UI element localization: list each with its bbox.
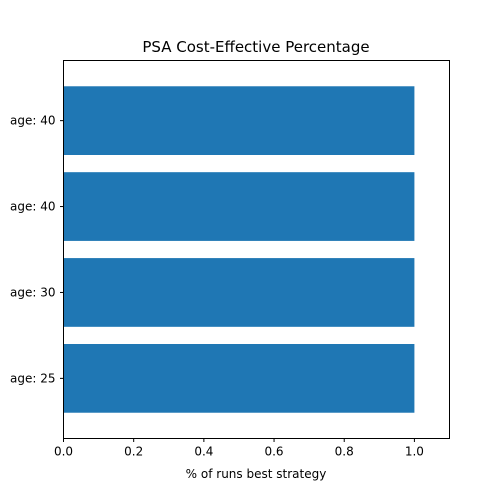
y-tick-label: age: 40 [10, 200, 55, 214]
bar [64, 172, 415, 241]
bars-layer [64, 86, 415, 412]
bar [64, 344, 415, 413]
y-tick-label: age: 30 [10, 285, 55, 299]
y-tick-label: age: 40 [10, 114, 55, 128]
y-tick-label: age: 25 [10, 371, 55, 385]
x-tick-label: 0.2 [124, 445, 143, 459]
x-axis: 0.0 0.2 0.4 0.6 0.8 1.0 [54, 439, 424, 459]
y-axis: age: 25 age: 30 age: 40 age: 40 [10, 114, 63, 386]
x-tick-label: 0.4 [194, 445, 213, 459]
bar [64, 258, 415, 327]
x-tick-label: 1.0 [405, 445, 424, 459]
chart-title: PSA Cost-Effective Percentage [142, 38, 369, 56]
bar [64, 86, 415, 155]
x-tick-label: 0.0 [54, 445, 73, 459]
x-axis-label: % of runs best strategy [186, 467, 327, 481]
x-tick-label: 0.8 [335, 445, 354, 459]
x-tick-label: 0.6 [264, 445, 283, 459]
